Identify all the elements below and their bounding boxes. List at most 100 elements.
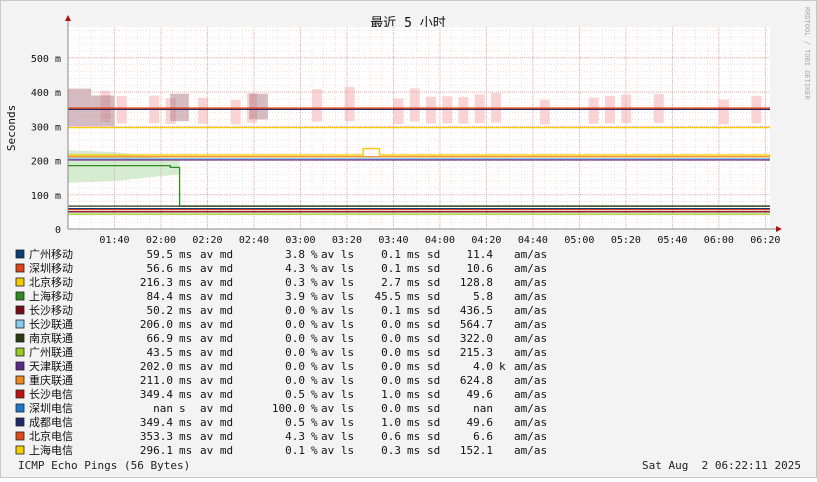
legend-row: 长沙联通 206.0 ms av md 0.0% av ls 0.0 ms sd 564.7 am/… [15, 318, 547, 331]
legend-sd-label: sd [427, 248, 440, 261]
legend-am-label: am/as [514, 276, 547, 289]
legend-am-label: am/as [514, 374, 547, 387]
legend-am-label: am/as [514, 402, 547, 415]
legend-loss-unit: % [311, 290, 318, 303]
y-axis-arrow [65, 15, 71, 21]
legend-loss: 100.0 [272, 402, 305, 415]
smoke-band [165, 98, 176, 124]
legend-loss-unit: % [311, 360, 318, 373]
legend-series-name: 长沙移动 [29, 304, 73, 317]
legend-avg-label: av md [200, 248, 233, 261]
y-tick-label: 300 m [31, 122, 61, 133]
legend-avg-label: av md [200, 430, 233, 443]
legend-am: 436.5 [460, 304, 493, 317]
legend-avg-unit: ms [179, 360, 192, 373]
legend-am-unit: k [499, 360, 506, 373]
x-tick-labels: 01:40 02:00 02:20 02:40 03:00 03:20 03:40 04:00… [99, 235, 780, 246]
legend-sd-unit: ms [407, 276, 420, 289]
legend-sd: 1.0 [381, 388, 401, 401]
legend-loss: 0.5 [285, 388, 305, 401]
legend-loss: 0.0 [285, 304, 305, 317]
legend-am-label: am/as [514, 290, 547, 303]
legend-loss-label: av ls [321, 444, 354, 457]
legend-loss-label: av ls [321, 318, 354, 331]
legend-swatch [15, 263, 25, 273]
x-tick-label: 02:40 [239, 235, 269, 246]
legend-series-name: 上海移动 [29, 289, 73, 303]
x-tick-label: 06:20 [750, 235, 780, 246]
x-tick-label: 05:40 [657, 235, 687, 246]
x-tick-label: 04:00 [425, 235, 455, 246]
legend-sd-unit: ms [407, 416, 420, 429]
series-lines [68, 107, 771, 215]
legend-swatch [15, 389, 25, 399]
smoke-band-dark [91, 95, 115, 127]
legend-sd-unit: ms [407, 388, 420, 401]
legend-series-name: 广州联通 [29, 346, 73, 359]
legend-avg-unit: ms [179, 276, 192, 289]
x-tick-label: 03:20 [332, 235, 362, 246]
legend-loss: 0.5 [285, 416, 305, 429]
legend-avg: 66.9 [147, 332, 174, 345]
legend-avg-unit: ms [179, 262, 192, 275]
legend-loss: 3.8 [285, 248, 305, 261]
legend-sd-unit: ms [407, 374, 420, 387]
legend-series-name: 长沙电信 [29, 388, 73, 401]
x-tick-label: 02:20 [192, 235, 222, 246]
legend-series-name: 深圳移动 [29, 262, 73, 275]
legend-loss-unit: % [311, 318, 318, 331]
legend-avg-label: av md [200, 290, 233, 303]
legend-sd-label: sd [427, 360, 440, 373]
legend-avg: 349.4 [140, 416, 173, 429]
legend-avg-label: av md [200, 360, 233, 373]
legend-loss-label: av ls [321, 416, 354, 429]
smoke-band [458, 97, 469, 124]
legend-loss-label: av ls [321, 332, 354, 345]
smoke-band [718, 99, 729, 125]
y-tick-label: 100 m [31, 191, 61, 202]
legend-loss-unit: % [311, 346, 318, 359]
legend-am: 624.8 [460, 374, 493, 387]
legend-avg-unit: ms [179, 430, 192, 443]
legend-am-label: am/as [514, 416, 547, 429]
legend-series-name: 重庆联通 [29, 373, 73, 387]
legend-avg: 211.0 [140, 374, 173, 387]
legend-am: 11.4 [467, 248, 494, 261]
legend-sd: 45.5 [375, 290, 402, 303]
legend-sd-label: sd [427, 332, 440, 345]
legend-sd: 1.0 [381, 416, 401, 429]
legend-am: 128.8 [460, 276, 493, 289]
legend-sd: 0.0 [381, 374, 401, 387]
legend-sd-label: sd [427, 430, 440, 443]
legend-loss-label: av ls [321, 388, 354, 401]
legend-am-label: am/as [514, 444, 547, 457]
legend-am-label: am/as [514, 346, 547, 359]
legend-am: nan [473, 402, 493, 415]
legend-row: 深圳移动 56.6 ms av md 4.3% av ls 0.1 ms sd 10.6 am/as [15, 262, 547, 275]
legend-avg: nan [153, 402, 173, 415]
legend-avg-label: av md [200, 346, 233, 359]
legend-sd-unit: ms [407, 402, 420, 415]
legend-avg: 216.3 [140, 276, 173, 289]
legend-loss-unit: % [311, 276, 318, 289]
legend-avg-unit: ms [179, 304, 192, 317]
legend-swatch [15, 319, 25, 329]
legend-swatch [15, 347, 25, 357]
legend-avg: 202.0 [140, 360, 173, 373]
legend-avg-unit: ms [179, 290, 192, 303]
legend-loss-label: av ls [321, 360, 354, 373]
legend-row: 成都电信 349.4 ms av md 0.5% av ls 1.0 ms sd 49.6 am/a… [15, 416, 547, 429]
legend-am-label: am/as [514, 248, 547, 261]
smoke-band [312, 89, 323, 122]
legend-loss-label: av ls [321, 304, 354, 317]
legend-am-label: am/as [514, 304, 547, 317]
legend-avg-label: av md [200, 402, 233, 415]
legend-sd-label: sd [427, 444, 440, 457]
legend-loss-label: av ls [321, 276, 354, 289]
legend-row: 深圳电信 nan s av md 100.0% av ls 0.0 ms sd nan am/as [15, 402, 547, 415]
smoke-band [100, 90, 111, 123]
legend-sd: 0.1 [381, 304, 401, 317]
legend-sd-unit: ms [407, 262, 420, 275]
legend-swatch [15, 249, 25, 259]
legend-avg-label: av md [200, 388, 233, 401]
